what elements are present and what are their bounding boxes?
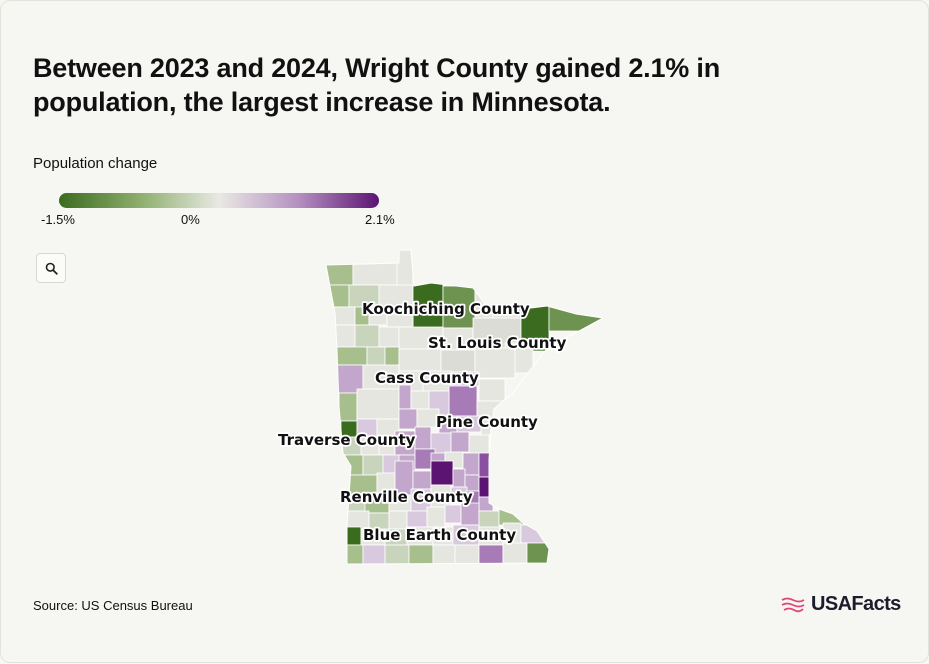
county-cell[interactable] <box>478 510 500 528</box>
county-cell[interactable] <box>478 476 494 498</box>
county-cell[interactable] <box>478 378 506 402</box>
county-cells <box>323 250 603 565</box>
logo-text: USAFacts <box>811 593 901 615</box>
county-cell[interactable] <box>432 544 456 565</box>
county-label: Renville County <box>340 488 473 506</box>
county-labels: Koochiching County St. Louis County Cass C… <box>276 298 568 546</box>
county-cell[interactable] <box>502 542 528 565</box>
county-cell[interactable] <box>454 544 480 565</box>
county-label: Blue Earth County <box>363 526 516 544</box>
county-cell[interactable] <box>338 392 358 422</box>
county-label: St. Louis County <box>428 334 567 352</box>
legend-color-bar <box>59 193 379 208</box>
county-cell[interactable] <box>334 346 368 366</box>
county-cell[interactable] <box>408 544 434 565</box>
zoom-button[interactable] <box>36 253 66 283</box>
county-cell[interactable] <box>366 346 386 366</box>
county-cell[interactable] <box>478 452 494 478</box>
county-cell[interactable] <box>520 524 550 544</box>
county-cell[interactable] <box>460 502 480 526</box>
state-outline <box>325 249 605 565</box>
county-cell[interactable] <box>430 460 454 486</box>
usafacts-logo: USAFacts <box>781 593 901 616</box>
county-cell[interactable] <box>406 510 428 528</box>
source-note: Source: US Census Bureau <box>33 598 193 613</box>
search-icon <box>45 262 58 275</box>
county-cell[interactable] <box>444 504 462 524</box>
county-cell[interactable] <box>323 284 350 308</box>
county-cell[interactable] <box>398 384 412 410</box>
legend-min-label: -1.5% <box>41 212 75 227</box>
county-cell[interactable] <box>356 388 400 420</box>
us-flag-icon <box>781 597 805 612</box>
county-label: Koochiching County <box>362 300 530 318</box>
county-cell[interactable] <box>398 348 442 372</box>
county-cell[interactable] <box>410 390 430 410</box>
county-cell[interactable] <box>398 408 418 430</box>
county-cell[interactable] <box>352 262 400 286</box>
county-cell[interactable] <box>384 544 410 565</box>
county-cell[interactable] <box>344 454 364 476</box>
county-cell[interactable] <box>346 544 364 565</box>
county-cell[interactable] <box>362 544 386 565</box>
county-cell[interactable] <box>474 347 516 379</box>
county-cell[interactable] <box>498 508 524 526</box>
county-cell[interactable] <box>354 324 380 348</box>
county-cell[interactable] <box>412 470 432 490</box>
county-label: Cass County <box>375 369 479 387</box>
county-cell[interactable] <box>378 326 400 348</box>
county-cell[interactable] <box>448 385 478 417</box>
county-cell[interactable] <box>450 431 470 453</box>
county-cell[interactable] <box>426 506 446 528</box>
legend-title: Population change <box>33 155 158 172</box>
legend-mid-label: 0% <box>181 212 200 227</box>
legend-max-label: 2.1% <box>365 212 395 227</box>
chart-title: Between 2023 and 2024, Wright County gai… <box>33 53 720 117</box>
county-cell[interactable] <box>452 468 466 488</box>
county-label: Traverse County <box>278 431 416 449</box>
county-cell[interactable] <box>526 542 554 565</box>
county-cell[interactable] <box>362 454 384 476</box>
county-cell[interactable] <box>478 544 504 565</box>
county-cell[interactable] <box>414 426 432 450</box>
county-cell[interactable] <box>346 526 362 546</box>
county-label: Pine County <box>436 413 538 431</box>
county-cell[interactable] <box>330 324 356 348</box>
